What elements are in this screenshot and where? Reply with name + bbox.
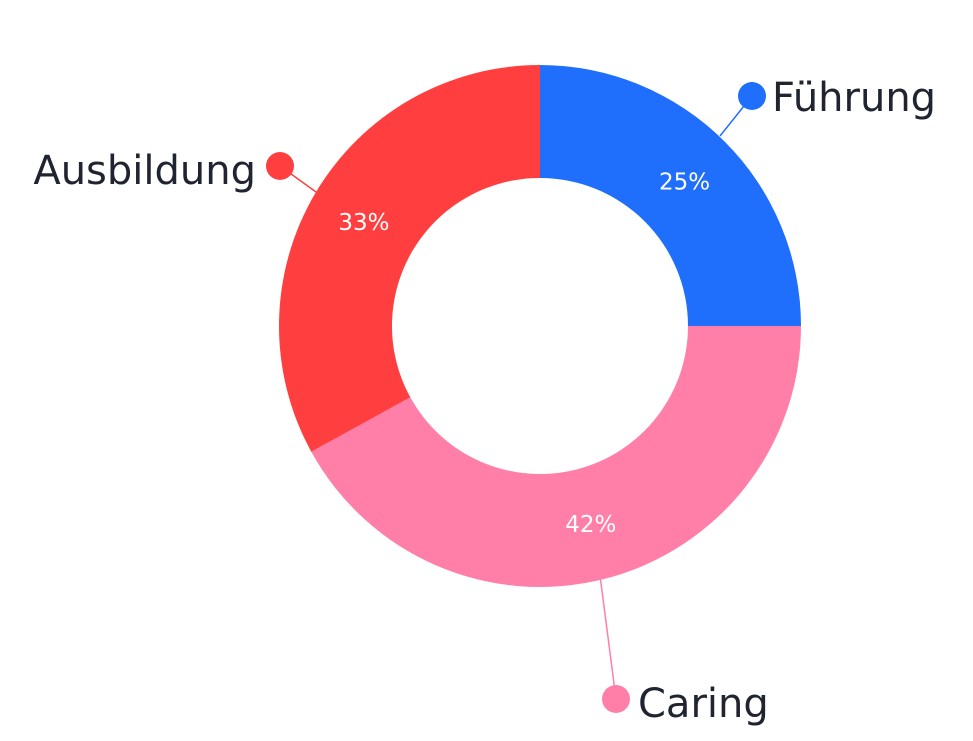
category-labels-group: Führung Caring Ausbildung [33,75,936,727]
slice-fuhrung [540,65,801,326]
percent-label-ausbildung: 33% [338,210,389,236]
label-dot-caring [602,685,630,713]
category-label-fuhrung: Führung [772,75,936,121]
label-dot-ausbildung [266,152,294,180]
slices-group [279,65,801,587]
percent-label-caring: 42% [565,512,616,538]
leader-line-caring [597,559,617,700]
category-label-ausbildung: Ausbildung [33,148,256,194]
slice-ausbildung [279,65,540,452]
label-dot-fuhrung [738,82,766,110]
percent-labels-group: 25% 42% 33% [338,169,710,538]
percent-label-fuhrung: 25% [659,169,710,195]
label-dots-group [266,82,766,713]
category-label-caring: Caring [638,681,769,727]
slice-caring [311,326,801,587]
